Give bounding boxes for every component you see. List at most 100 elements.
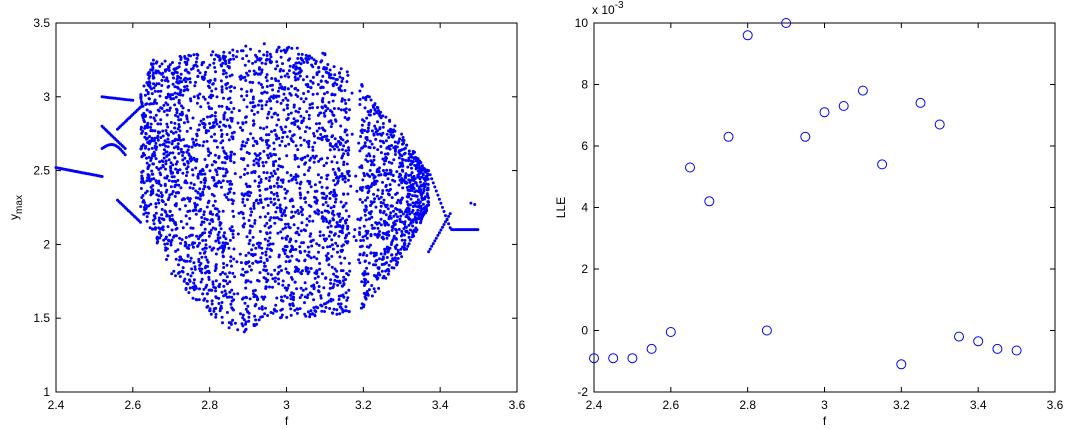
bifurcation-point	[293, 280, 297, 284]
bifurcation-point	[378, 132, 382, 136]
bifurcation-point	[389, 128, 393, 132]
bifurcation-point	[299, 210, 303, 214]
bifurcation-point	[184, 236, 188, 239]
bifurcation-point	[168, 193, 172, 197]
bifurcation-point	[318, 122, 321, 125]
bifurcation-point	[159, 122, 163, 126]
bifurcation-point	[407, 158, 411, 162]
bifurcation-point	[173, 179, 177, 183]
bifurcation-point	[151, 65, 155, 69]
lle-point	[665, 327, 676, 337]
bifurcation-point	[250, 109, 254, 113]
bifurcation-point	[370, 294, 374, 298]
bifurcation-point	[341, 138, 345, 142]
bifurcation-point	[387, 146, 391, 150]
bifurcation-point	[343, 116, 347, 119]
bifurcation-point	[194, 212, 198, 216]
bifurcation-point	[182, 121, 186, 125]
bifurcation-point	[225, 263, 229, 267]
bifurcation-point	[201, 190, 205, 194]
bifurcation-point	[150, 177, 154, 181]
bifurcation-point	[194, 60, 198, 64]
bifurcation-point	[369, 204, 372, 207]
bifurcation-point	[316, 173, 320, 177]
bifurcation-point	[394, 228, 398, 232]
bifurcation-point	[383, 171, 387, 175]
bifurcation-point	[231, 271, 235, 275]
bifurcation-point	[245, 235, 249, 239]
bifurcation-point	[287, 283, 291, 287]
bifurcation-point	[401, 232, 404, 236]
bifurcation-point	[173, 85, 177, 89]
bifurcation-point	[219, 128, 223, 132]
bifurcation-point	[266, 138, 270, 142]
bifurcation-point	[269, 311, 273, 314]
bifurcation-point	[344, 278, 348, 281]
bifurcation-point	[319, 133, 323, 136]
bifurcation-point	[309, 309, 313, 313]
bifurcation-point	[176, 92, 180, 96]
bifurcation-point	[199, 233, 203, 237]
bifurcation-point	[270, 77, 274, 80]
bifurcation-point	[373, 290, 377, 294]
bifurcation-point	[316, 136, 320, 140]
bifurcation-point	[247, 315, 251, 319]
bifurcation-point	[410, 176, 414, 179]
bifurcation-point	[265, 125, 269, 129]
bifurcation-point	[252, 163, 256, 167]
bifurcation-point	[310, 244, 314, 248]
bifurcation-point	[230, 135, 234, 139]
bifurcation-point	[159, 136, 163, 140]
bifurcation-point	[416, 208, 420, 212]
bifurcation-point	[254, 246, 258, 250]
bifurcation-point	[175, 226, 179, 230]
bifurcation-point	[381, 140, 385, 143]
bifurcation-point	[242, 98, 246, 102]
bifurcation-point	[216, 233, 220, 237]
bifurcation-point	[200, 271, 204, 275]
bifurcation-point	[305, 217, 309, 221]
bifurcation-point	[222, 262, 225, 265]
bifurcation-point	[262, 42, 266, 46]
bifurcation-point	[286, 116, 290, 120]
bifurcation-point	[251, 81, 255, 84]
bifurcation-point	[198, 123, 201, 127]
bifurcation-point	[372, 155, 376, 158]
bifurcation-point	[344, 291, 348, 295]
bifurcation-point	[310, 102, 314, 106]
bifurcation-point	[386, 223, 390, 227]
bifurcation-point	[374, 259, 378, 263]
bifurcation-point	[252, 204, 256, 208]
bifurcation-point	[225, 75, 228, 79]
bifurcation-point	[198, 71, 202, 75]
bifurcation-point	[403, 248, 406, 251]
bifurcation-point	[140, 177, 144, 181]
bifurcation-point	[186, 120, 190, 124]
bifurcation-point	[382, 210, 386, 213]
bifurcation-point	[311, 106, 314, 110]
bifurcation-point	[362, 171, 366, 175]
bifurcation-point	[188, 80, 192, 84]
bifurcation-point	[277, 164, 281, 168]
bifurcation-point	[302, 100, 306, 104]
bifurcation-point	[229, 116, 233, 120]
bifurcation-point	[337, 86, 341, 90]
bifurcation-x-tick-label: 3.2	[355, 398, 372, 412]
bifurcation-point	[277, 136, 281, 140]
bifurcation-point	[217, 156, 221, 160]
bifurcation-point	[362, 144, 366, 148]
bifurcation-point	[299, 196, 303, 200]
bifurcation-point	[392, 236, 396, 240]
bifurcation-point	[181, 154, 185, 157]
bifurcation-point	[210, 176, 214, 179]
bifurcation-point	[189, 155, 193, 159]
bifurcation-point	[400, 196, 404, 200]
bifurcation-point	[292, 223, 296, 227]
bifurcation-point	[151, 73, 155, 77]
bifurcation-point	[395, 219, 399, 223]
bifurcation-point	[341, 279, 345, 283]
bifurcation-point	[353, 228, 357, 232]
bifurcation-point	[360, 188, 364, 192]
bifurcation-point	[395, 170, 399, 174]
bifurcation-point	[344, 201, 348, 205]
